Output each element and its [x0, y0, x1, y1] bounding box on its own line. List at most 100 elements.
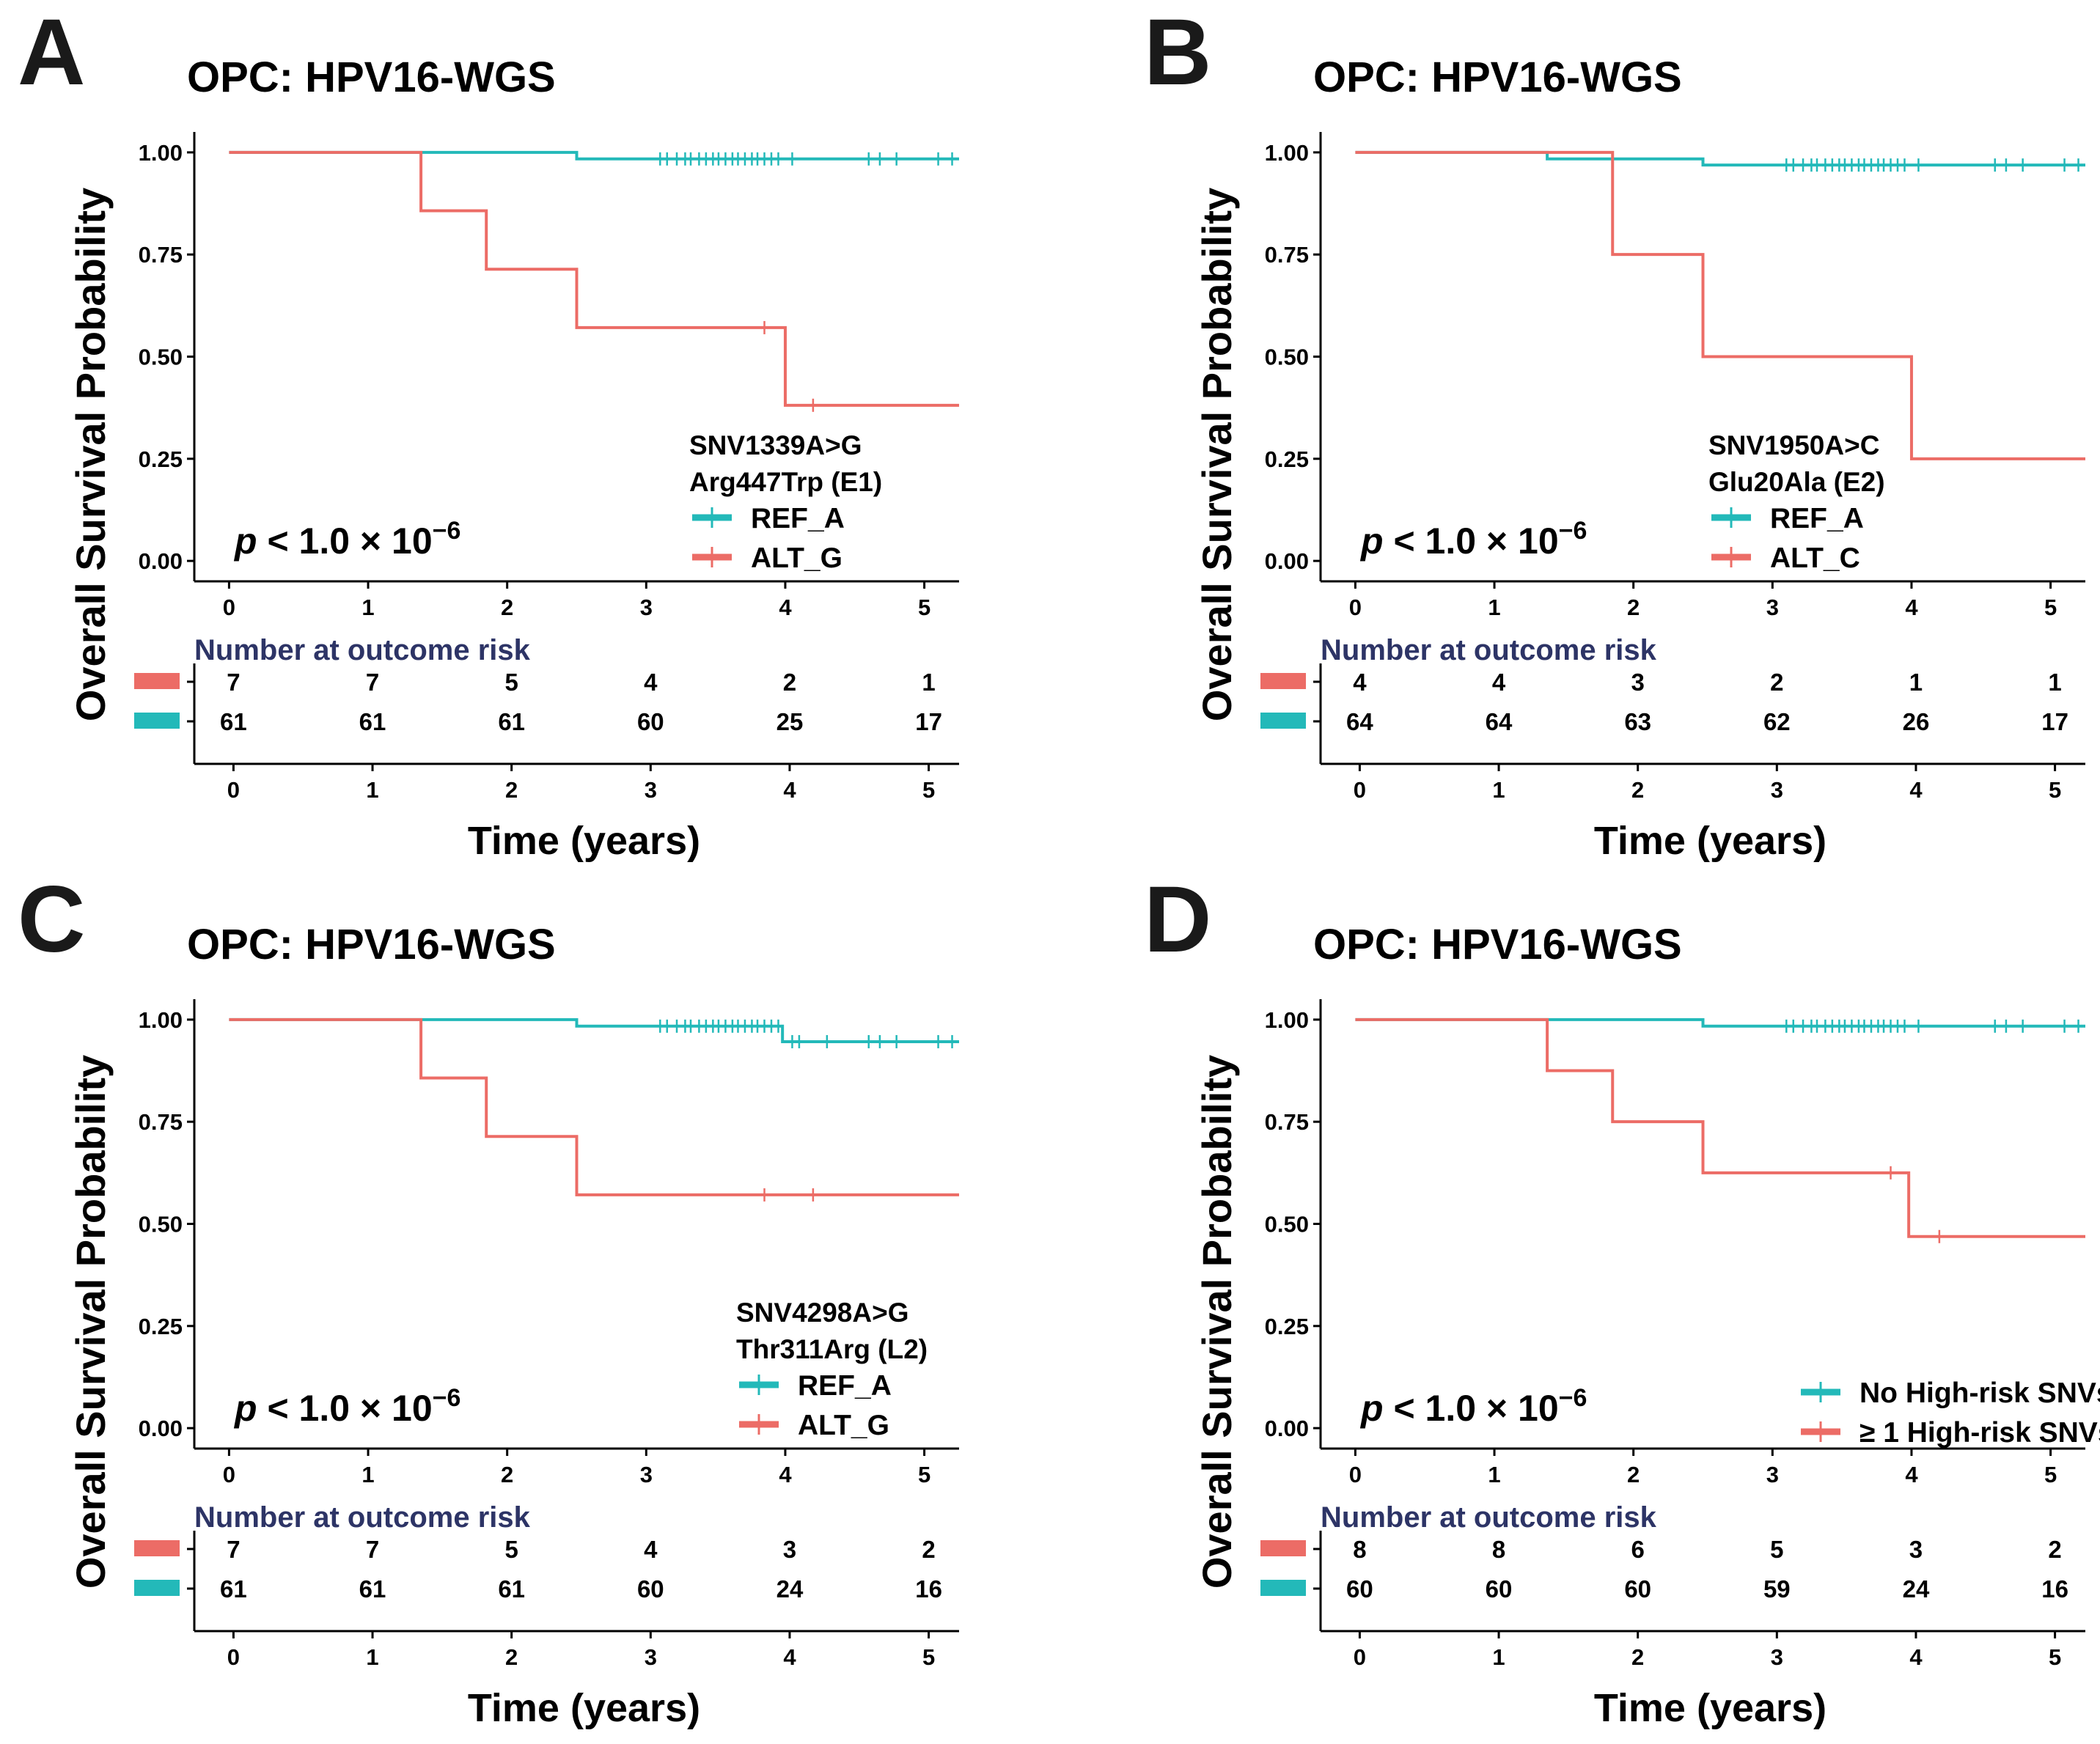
y-axis-label: Overall Survival Probability	[1194, 1055, 1240, 1589]
y-tick-label: 0.00	[1265, 1416, 1309, 1441]
risk-count: 61	[220, 1575, 247, 1603]
p-value-exponent: −6	[1559, 1384, 1587, 1412]
risk-row-color-key	[1260, 673, 1306, 689]
risk-x-tick-label: 0	[227, 1644, 240, 1670]
y-tick-label: 1.00	[1265, 1007, 1309, 1033]
risk-count: 59	[1763, 1575, 1791, 1603]
legend-title: SNV4298A>G	[736, 1298, 909, 1328]
risk-count: 16	[2041, 1575, 2068, 1603]
legend-title: Arg447Trp (E1)	[689, 467, 882, 497]
panel-letter: C	[18, 867, 85, 972]
risk-count: 2	[2048, 1536, 2061, 1563]
p-value: p < 1.0 × 10−6	[233, 1384, 460, 1429]
risk-count: 4	[644, 1536, 658, 1563]
p-value-symbol: p	[233, 520, 257, 562]
x-tick-label: 4	[779, 595, 792, 620]
p-value-symbol: p	[1359, 1388, 1384, 1429]
p-value-symbol: p	[1359, 520, 1384, 562]
risk-count: 5	[505, 1536, 518, 1563]
y-tick-label: 0.25	[1265, 1314, 1309, 1339]
p-value-symbol: p	[233, 1388, 257, 1429]
x-tick-label: 0	[1349, 1462, 1362, 1487]
panel-title: OPC: HPV16-WGS	[1313, 921, 1682, 968]
risk-count: 2	[922, 1536, 935, 1563]
y-axis-label: Overall Survival Probability	[67, 188, 114, 721]
p-value-text: < 1.0 × 10	[1384, 520, 1559, 562]
risk-count: 1	[2048, 669, 2061, 696]
x-tick-label: 1	[1488, 1462, 1500, 1487]
risk-count: 2	[1770, 669, 1783, 696]
risk-count: 60	[1346, 1575, 1373, 1603]
risk-count: 60	[637, 708, 664, 735]
y-tick-label: 0.25	[139, 1314, 183, 1339]
risk-count: 7	[227, 669, 240, 696]
risk-count: 24	[777, 1575, 804, 1603]
x-tick-label: 0	[1349, 595, 1362, 620]
x-tick-label: 4	[779, 1462, 792, 1487]
risk-count: 3	[783, 1536, 796, 1563]
risk-row-color-key	[134, 1540, 180, 1556]
risk-count: 5	[1770, 1536, 1783, 1563]
risk-count: 61	[359, 708, 386, 735]
p-value-text: < 1.0 × 10	[257, 1388, 433, 1429]
risk-count: 24	[1903, 1575, 1930, 1603]
p-value-exponent: −6	[433, 517, 461, 545]
risk-count: 8	[1353, 1536, 1366, 1563]
risk-count: 2	[783, 669, 796, 696]
y-tick-label: 0.50	[139, 1212, 183, 1237]
p-value-exponent: −6	[1559, 517, 1587, 545]
x-tick-label: 4	[1905, 1462, 1918, 1487]
risk-x-tick-label: 3	[645, 1644, 657, 1670]
risk-x-tick-label: 1	[1492, 1644, 1505, 1670]
p-value-exponent: −6	[433, 1384, 461, 1412]
p-value: p < 1.0 × 10−6	[1359, 1384, 1587, 1429]
x-tick-label: 3	[1766, 1462, 1779, 1487]
panel-c: C OPC: HPV16-WGS Overall Survival Probabil…	[18, 867, 959, 1730]
p-value: p < 1.0 × 10−6	[1359, 517, 1587, 562]
risk-x-tick-label: 4	[783, 777, 796, 803]
risk-count: 61	[498, 708, 525, 735]
x-tick-label: 3	[640, 1462, 653, 1487]
y-axis-label: Overall Survival Probability	[67, 1055, 114, 1589]
risk-count: 62	[1763, 708, 1791, 735]
legend-title: SNV1339A>G	[689, 430, 862, 460]
legend-title: Glu20Ala (E2)	[1708, 467, 1885, 497]
risk-count: 26	[1903, 708, 1930, 735]
risk-x-tick-label: 5	[2049, 1644, 2061, 1670]
legend-label: ≥ 1 High-risk SNVs	[1859, 1417, 2100, 1449]
y-tick-label: 0.50	[139, 345, 183, 370]
survival-curve-alt	[229, 1018, 959, 1196]
risk-count: 61	[498, 1575, 525, 1603]
x-tick-label: 2	[501, 1462, 513, 1487]
risk-count: 6	[1631, 1536, 1645, 1563]
risk-count: 7	[366, 669, 379, 696]
risk-x-tick-label: 4	[783, 1644, 796, 1670]
risk-x-tick-label: 5	[2049, 777, 2061, 803]
x-tick-label: 2	[501, 595, 513, 620]
legend-label: REF_A	[751, 503, 845, 534]
risk-count: 25	[777, 708, 804, 735]
x-axis-label: Time (years)	[1594, 1686, 1827, 1730]
panel-title: OPC: HPV16-WGS	[187, 54, 556, 101]
y-tick-label: 0.50	[1265, 345, 1309, 370]
panel-a: A OPC: HPV16-WGS Overall Survival Probabil…	[18, 0, 959, 863]
panel-letter: D	[1144, 867, 1211, 972]
risk-x-tick-label: 2	[1631, 777, 1644, 803]
risk-x-tick-label: 2	[1631, 1644, 1644, 1670]
x-tick-label: 5	[918, 595, 930, 620]
risk-row-color-key	[134, 1580, 180, 1596]
legend-label: ALT_C	[1770, 542, 1860, 574]
survival-curve-alt	[1355, 150, 2085, 460]
risk-count: 16	[915, 1575, 942, 1603]
risk-count: 60	[1624, 1575, 1651, 1603]
risk-count: 17	[915, 708, 942, 735]
risk-row-color-key	[134, 713, 180, 729]
y-tick-label: 0.75	[1265, 1109, 1309, 1135]
y-tick-label: 0.75	[139, 242, 183, 268]
risk-x-tick-label: 1	[366, 1644, 378, 1670]
risk-x-tick-label: 2	[505, 777, 518, 803]
risk-count: 7	[366, 1536, 379, 1563]
risk-x-tick-label: 5	[922, 1644, 935, 1670]
x-tick-label: 2	[1627, 1462, 1640, 1487]
